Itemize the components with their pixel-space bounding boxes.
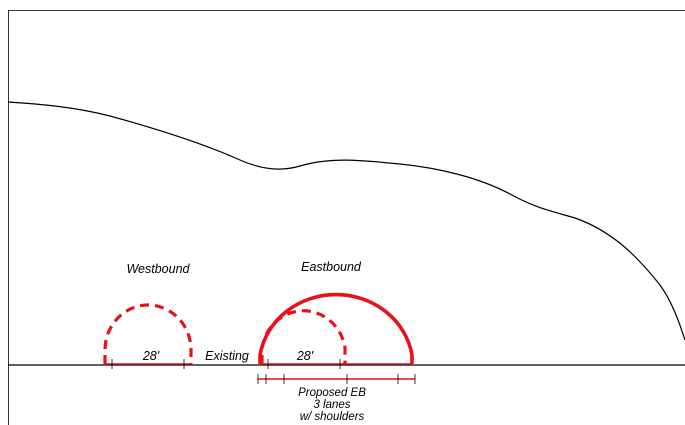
ground-surface-profile	[7, 101, 685, 341]
existing-eastbound-tunnel	[260, 309, 347, 364]
westbound-width-label: 28'	[142, 349, 160, 363]
westbound-label: Westbound	[126, 262, 190, 276]
eastbound-label: Eastbound	[301, 260, 362, 274]
proposed-label-line3: w/ shoulders	[300, 411, 365, 423]
existing-westbound-tunnel	[103, 303, 193, 364]
proposed-label-line1: Proposed EB	[298, 387, 366, 399]
existing-label: Existing	[205, 349, 249, 363]
eastbound-width-label: 28'	[296, 349, 314, 363]
proposed-eastbound-tunnel	[258, 292, 414, 364]
proposed-label-line2: 3 lanes	[313, 399, 350, 411]
proposed-dimension-ticks	[257, 374, 416, 384]
